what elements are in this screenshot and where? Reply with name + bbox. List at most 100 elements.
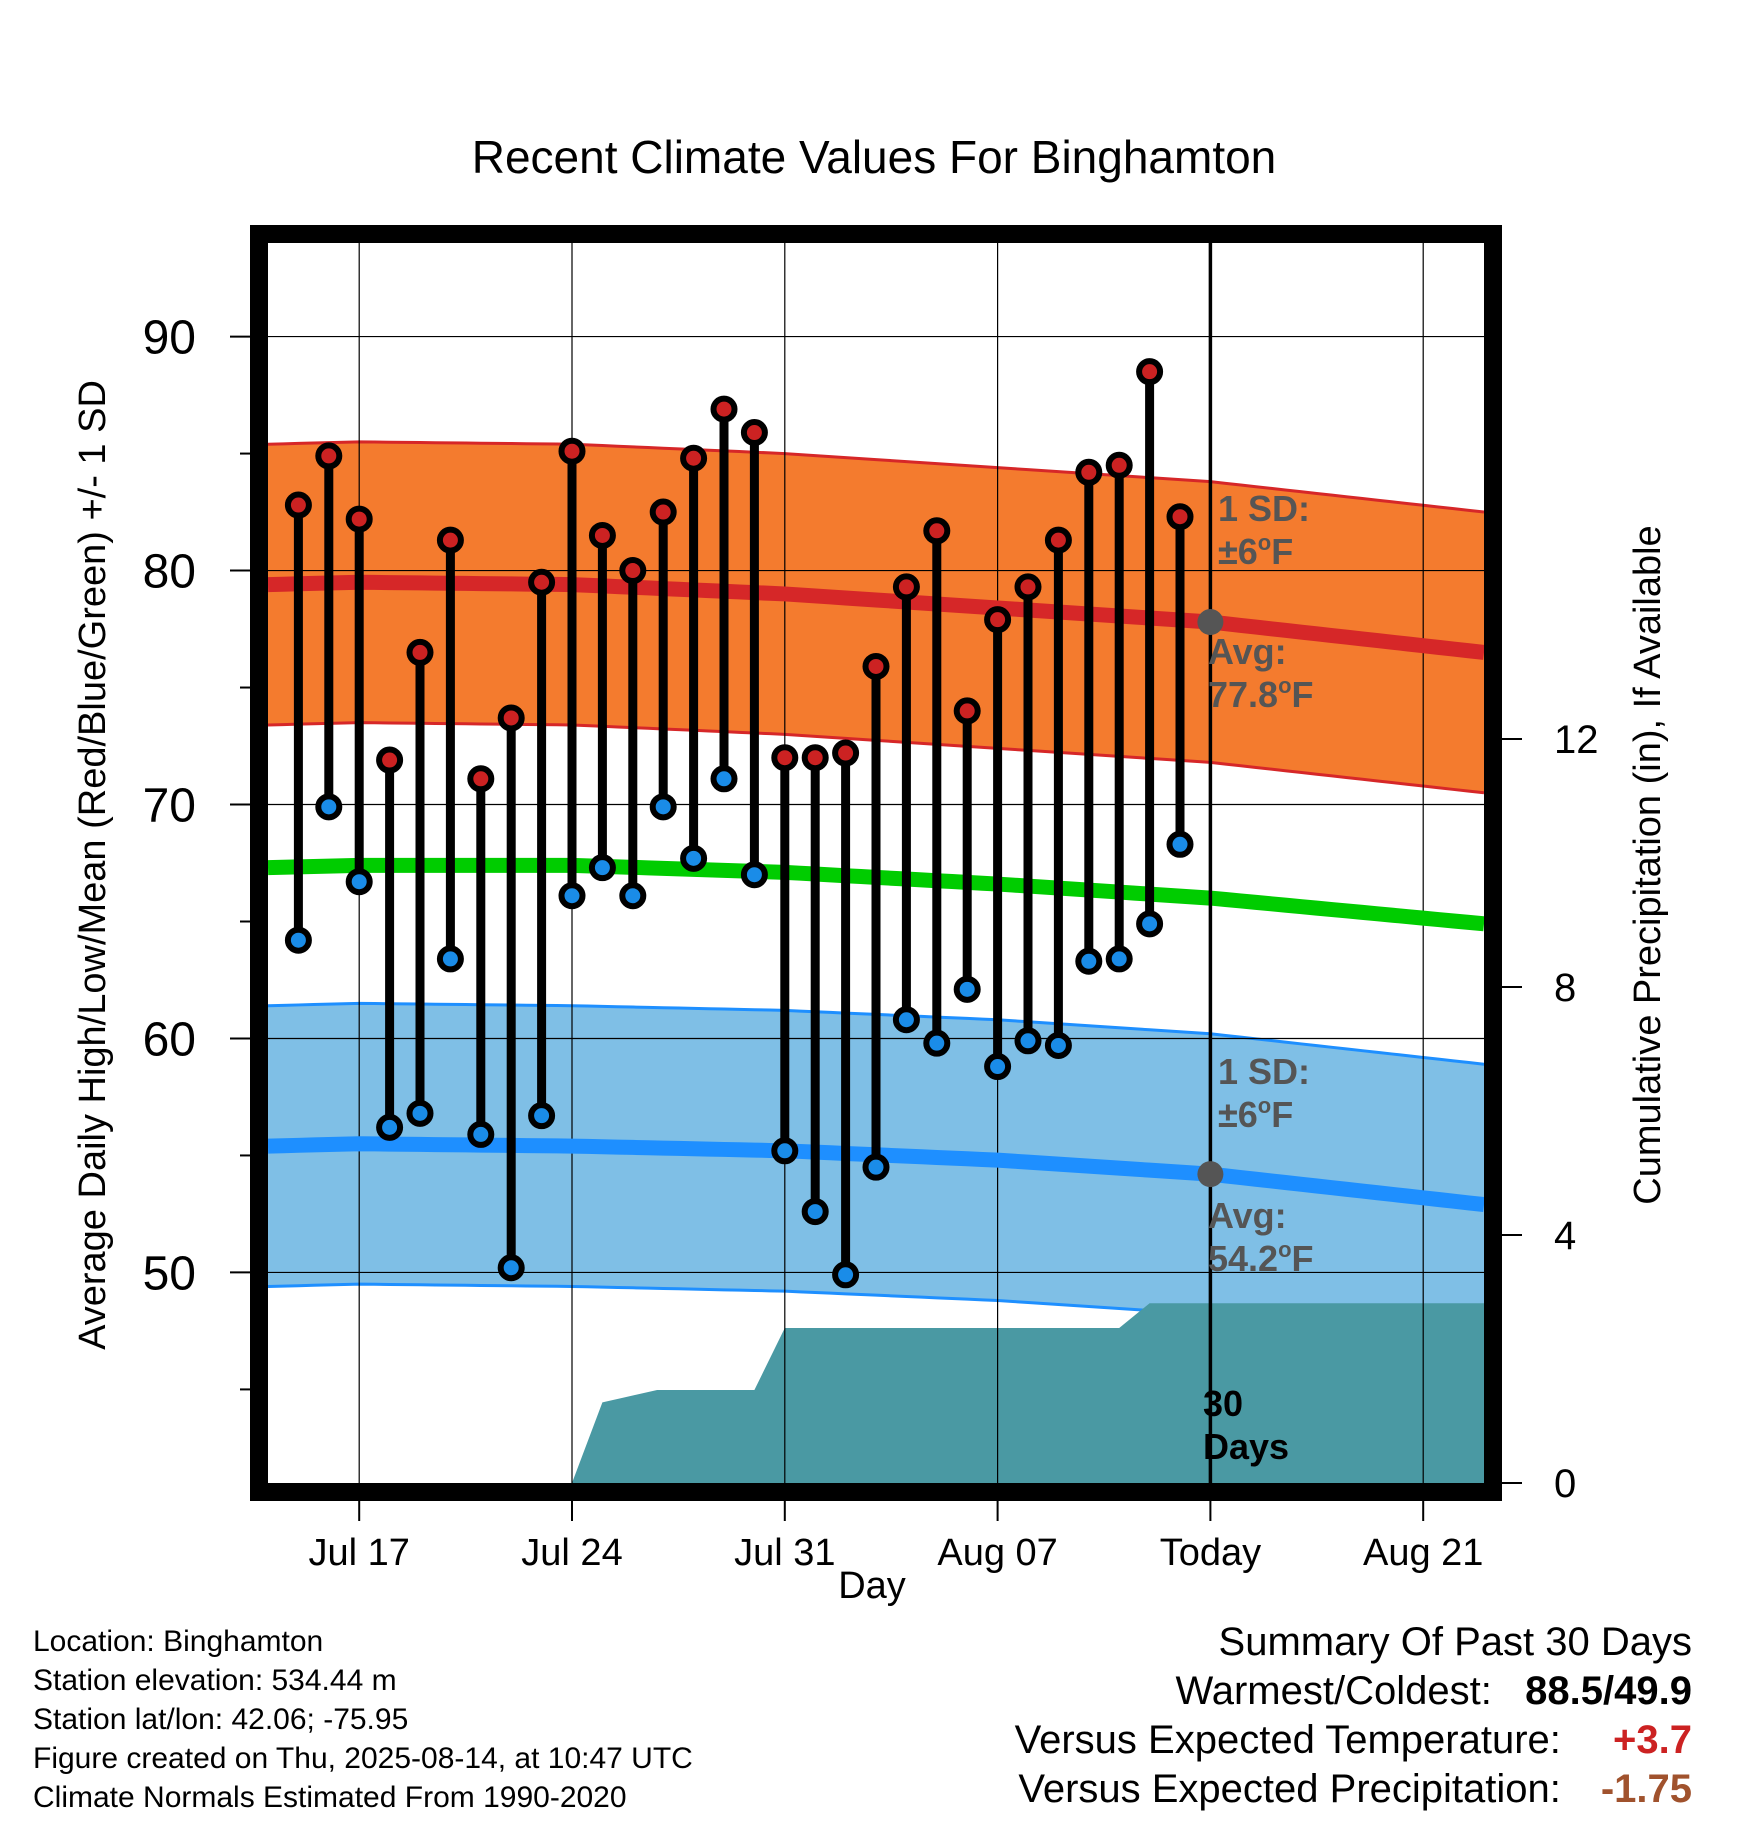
daily-low-point: [1166, 830, 1194, 858]
daily-low-point: [953, 975, 981, 1003]
high-sd-annotation-line1: 1 SD:: [1218, 488, 1310, 529]
info-latlon: Station lat/lon: 42.06; -75.95: [33, 1703, 409, 1736]
daily-low-point: [1014, 1027, 1042, 1055]
x-tick-label: Jul 31: [734, 1532, 835, 1574]
daily-high-point: [1014, 573, 1042, 601]
daily-low-point: [1136, 910, 1164, 938]
daily-high-point: [832, 739, 860, 767]
daily-low-point: [284, 926, 312, 954]
daily-high-point: [619, 557, 647, 585]
daily-low-point: [832, 1261, 860, 1289]
x-tick-label: Aug 07: [937, 1532, 1057, 1574]
y2-axis-label: Cumulative Precipitation (in), If Availa…: [1627, 525, 1669, 1204]
daily-low-point: [376, 1113, 404, 1141]
daily-high-point: [710, 395, 738, 423]
daily-low-point: [528, 1102, 556, 1130]
info-normals: Climate Normals Estimated From 1990-2020: [33, 1781, 627, 1814]
precip-value: -1.75: [1600, 1767, 1692, 1811]
low-sd-annotation-unit: F: [1271, 1094, 1293, 1135]
high-avg-marker: [1197, 609, 1224, 636]
daily-high-point: [1136, 358, 1164, 386]
y2-tick-label: 4: [1554, 1214, 1576, 1258]
daily-low-point: [649, 793, 677, 821]
high-avg-annotation-degree: o: [1278, 673, 1291, 698]
y2-tick-label: 0: [1554, 1462, 1576, 1506]
high-avg-annotation-line2: 77.8oF: [1208, 673, 1314, 715]
daily-high-point: [1044, 526, 1072, 554]
summary-title: Summary Of Past 30 Days: [1218, 1620, 1692, 1664]
y-tick-label: 90: [143, 312, 196, 365]
y-tick-label: 70: [143, 780, 196, 833]
summary-warm-cold: Warmest/Coldest: 88.5/49.9: [1015, 1667, 1692, 1716]
info-elevation: Station elevation: 534.44 m: [33, 1664, 397, 1697]
y-axis-label: Average Daily High/Low/Mean (Red/Blue/Gr…: [72, 380, 114, 1350]
daily-high-point: [892, 573, 920, 601]
low-avg-annotation-degree: o: [1278, 1237, 1291, 1262]
low-avg-annotation-unit: F: [1292, 1238, 1314, 1279]
daily-high-point: [923, 517, 951, 545]
daily-low-point: [315, 793, 343, 821]
daily-high-point: [984, 606, 1012, 634]
daily-low-point: [984, 1053, 1012, 1081]
info-created: Figure created on Thu, 2025-08-14, at 10…: [33, 1742, 693, 1775]
daily-high-point: [497, 704, 525, 732]
daily-low-point: [771, 1137, 799, 1165]
summary-panel: Summary Of Past 30 Days Warmest/Coldest:…: [1015, 1618, 1692, 1814]
plot-frame: [250, 225, 1502, 1501]
daily-low-point: [345, 868, 373, 896]
daily-low-point: [436, 945, 464, 973]
y-tick-label: 50: [143, 1247, 196, 1300]
daily-low-point: [558, 882, 586, 910]
high-sd-upper-edge: [268, 440, 1484, 514]
high-avg-annotation-unit: F: [1292, 674, 1314, 715]
daily-low-point: [801, 1198, 829, 1226]
daily-high-point: [315, 442, 343, 470]
low-avg-annotation-line2: 54.2oF: [1208, 1237, 1314, 1279]
summary-temp: Versus Expected Temperature: +3.7: [1015, 1716, 1692, 1765]
x-tick-label: Jul 24: [521, 1532, 622, 1574]
x-axis-label: Day: [838, 1565, 906, 1607]
daily-high-point: [862, 652, 890, 680]
warm-cold-separator: /: [1603, 1669, 1615, 1713]
climate-chart: Recent Climate Values For Binghamton 1 S…: [72, 131, 1669, 1607]
daily-low-point: [588, 854, 616, 882]
warm-cold-label: Warmest/Coldest:: [1175, 1669, 1492, 1713]
precip-annotation-line2: Days: [1203, 1426, 1289, 1467]
y-tick-label: 60: [143, 1013, 196, 1066]
daily-low-point: [1044, 1031, 1072, 1059]
low-avg-marker: [1197, 1161, 1224, 1188]
daily-high-point: [406, 638, 434, 666]
daily-high-point: [771, 744, 799, 772]
daily-low-point: [406, 1099, 434, 1127]
daily-low-point: [1105, 945, 1133, 973]
daily-low-point: [740, 861, 768, 889]
low-sd-annotation-line2: ±6oF: [1218, 1093, 1293, 1135]
daily-high-point: [436, 526, 464, 554]
temp-label: Versus Expected Temperature:: [1014, 1718, 1561, 1762]
daily-high-point: [467, 765, 495, 793]
x-tick-label: Aug 21: [1363, 1532, 1483, 1574]
daily-high-point: [1075, 458, 1103, 486]
low-sd-annotation-degree: o: [1258, 1093, 1271, 1118]
info-location: Location: Binghamton: [33, 1625, 324, 1658]
y2-tick-label: 8: [1554, 966, 1576, 1010]
daily-high-point: [345, 505, 373, 533]
daily-low-point: [892, 1006, 920, 1034]
daily-high-point: [284, 491, 312, 519]
warmest-value: 88.5: [1525, 1669, 1604, 1713]
daily-high-point: [528, 568, 556, 596]
daily-low-point: [680, 844, 708, 872]
daily-high-point: [588, 521, 616, 549]
daily-low-point: [923, 1029, 951, 1057]
daily-high-point: [376, 746, 404, 774]
precip-area: [572, 1303, 1484, 1483]
x-tick-label: Today: [1160, 1532, 1261, 1574]
x-tick-label: Jul 17: [308, 1532, 409, 1574]
y-tick-label: 80: [143, 546, 196, 599]
daily-low-point: [862, 1153, 890, 1181]
daily-high-point: [953, 697, 981, 725]
daily-low-point: [1075, 947, 1103, 975]
high-sd-annotation-degree: o: [1258, 530, 1271, 555]
daily-low-point: [619, 882, 647, 910]
